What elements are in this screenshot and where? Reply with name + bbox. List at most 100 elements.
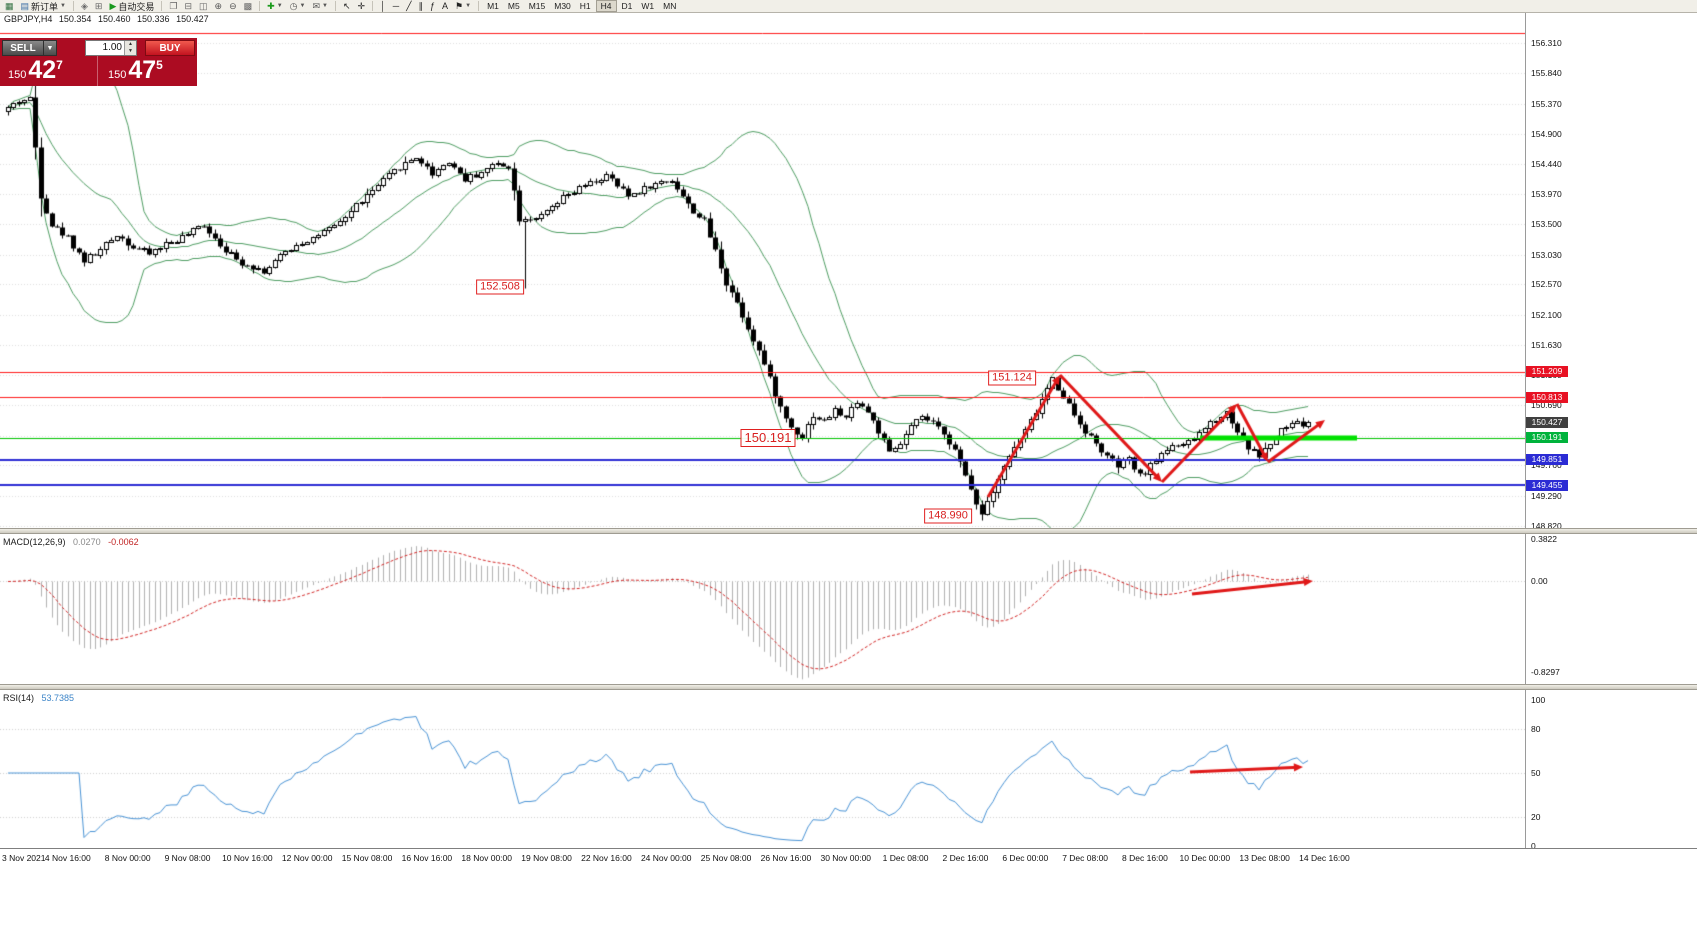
mailbox-caret[interactable]: ▼: [322, 3, 328, 9]
timeframe-m5-button[interactable]: M5: [507, 1, 520, 11]
time-axis[interactable]: 3 Nov 2021 4 Nov 16:00 8 Nov 00:00 9 Nov 08…: [0, 848, 1697, 868]
price-tick-label: 155.370: [1531, 98, 1562, 109]
time-tick-label: 14 Dec 16:00: [1299, 853, 1350, 863]
vertical-line-button[interactable]: │: [377, 0, 389, 12]
order-type-dropdown[interactable]: ▼: [44, 39, 57, 56]
metaeditor-icon: ◈: [81, 0, 88, 11]
price-callout[interactable]: 148.990: [924, 508, 972, 524]
splitter-chart-macd[interactable]: [0, 528, 1697, 534]
time-tick-label: 26 Nov 16:00: [760, 853, 812, 863]
price-badge: 150.813: [1526, 391, 1568, 403]
toolbar-separator: [161, 1, 163, 11]
mailbox-button[interactable]: ✉ ▼: [309, 0, 331, 12]
macd-scale-label: -0.8297: [1531, 667, 1560, 678]
symbol-period: GBPJPY,H4: [4, 14, 53, 24]
macd-label: MACD(12,26,9) 0.0270 -0.0062: [3, 537, 139, 547]
main-chart-canvas[interactable]: [0, 12, 1525, 528]
new-chart-button[interactable]: ▦: [2, 0, 17, 12]
price-badge: 149.455: [1526, 479, 1568, 491]
timeframe-d1-button[interactable]: D1: [621, 1, 633, 11]
horizontal-line-button[interactable]: ─: [390, 0, 402, 12]
time-tick-label: 19 Nov 08:00: [521, 853, 572, 863]
cursor-button[interactable]: ↖: [340, 0, 354, 12]
macd-main-value: 0.0270: [73, 537, 101, 547]
crosshair-icon: ✛: [357, 0, 366, 11]
rsi-name: RSI(14): [3, 693, 35, 703]
time-tick-label: 2 Dec 16:00: [942, 853, 989, 863]
timeframe-m30-button[interactable]: M30: [554, 1, 571, 11]
add-indicator-button[interactable]: ✚ ▼: [264, 0, 286, 12]
time-tick-label: 4 Nov 16:00: [44, 853, 91, 863]
arrows-tool-icon: ⚑: [455, 0, 464, 11]
tile-windows-horizontally-button[interactable]: ⊟: [181, 0, 195, 12]
price-callout[interactable]: 152.508: [476, 279, 524, 295]
metaeditor-button[interactable]: ◈: [78, 0, 91, 12]
buy-button[interactable]: BUY: [145, 39, 195, 56]
timeframe-mn-button[interactable]: MN: [663, 1, 677, 11]
time-tick-label: 25 Nov 08:00: [700, 853, 752, 863]
rsi-scale-label: 50: [1531, 768, 1541, 778]
price-tick-label: 149.290: [1531, 490, 1562, 501]
timeframe-m1-button[interactable]: M1: [487, 1, 499, 11]
sell-price-display[interactable]: 150 42 7: [0, 56, 97, 86]
tile-windows-vertically-button[interactable]: ◫: [196, 0, 211, 12]
time-tick-label: 22 Nov 16:00: [581, 853, 632, 863]
timeframe-h1-button[interactable]: H1: [579, 1, 591, 11]
crosshair-button[interactable]: ✛: [355, 0, 369, 12]
trendline-icon: ╱: [406, 0, 412, 11]
zoom-out-icon: ⊖: [229, 0, 237, 11]
volume-stepper: ▲ ▼: [124, 40, 136, 55]
text-label-button[interactable]: A: [439, 0, 451, 12]
zoom-out-button[interactable]: ⊖: [226, 0, 240, 12]
zoom-in-button[interactable]: ⊕: [212, 0, 226, 12]
new-order-button[interactable]: ▤ 新订单 ▼: [18, 0, 69, 12]
time-tick-label: 7 Dec 08:00: [1062, 853, 1109, 863]
cascade-windows-button[interactable]: ❐: [166, 0, 180, 12]
macd-signal-value: -0.0062: [108, 537, 139, 547]
timeframe-m15-button[interactable]: M15: [528, 1, 546, 11]
vertical-line-icon: │: [380, 0, 386, 11]
timeframe-h4-button[interactable]: H4: [595, 0, 617, 12]
macd-scale-label: 0.00: [1531, 576, 1548, 586]
sell-price-sup: 7: [56, 58, 63, 72]
price-callout[interactable]: 151.124: [988, 370, 1036, 386]
market-watch-icon: ⊞: [94, 0, 103, 11]
price-callout[interactable]: 150.191: [740, 429, 796, 447]
new-chart-icon: ▦: [5, 0, 14, 11]
rsi-scale-label: 100: [1531, 695, 1546, 705]
price-tick-label: 154.440: [1531, 158, 1562, 169]
equidistant-channel-button[interactable]: ∥: [416, 0, 427, 12]
tile-windows-button[interactable]: ▩: [241, 0, 256, 12]
time-tick-label: 18 Nov 00:00: [461, 853, 513, 863]
buy-price-prefix: 150: [108, 69, 127, 81]
market-watch-button[interactable]: ⊞: [92, 0, 106, 12]
fibonacci-retracement-button[interactable]: ƒ: [427, 0, 438, 12]
timeframe-w1-button[interactable]: W1: [641, 1, 655, 11]
toolbar-separator: [334, 1, 336, 11]
price-tick-label: 153.030: [1531, 249, 1562, 260]
price-tick-label: 149.760: [1531, 460, 1562, 471]
add-indicator-caret[interactable]: ▼: [276, 3, 283, 9]
tile-windows-vertically-icon: ◫: [199, 0, 208, 11]
volume-down-icon[interactable]: ▼: [125, 47, 136, 55]
toolbar: ▦ ▤ 新订单 ▼ ◈ ⊞ ▶ 自动交易 ❐ ⊟ ◫ ⊕ ⊖ ▩ ✚ ▼ ◷ ▼ ✉ ▼ ↖ ✛ │ ─ ╱ ∥ ƒ A ⚑ ▼ M1 M5 M…: [0, 0, 1697, 13]
price-badge: 150.191: [1526, 432, 1568, 444]
auto-trading-button[interactable]: ▶ 自动交易: [106, 0, 157, 12]
rsi-chart-canvas[interactable]: [0, 690, 1525, 848]
auto-trading-icon: ▶: [109, 0, 117, 11]
splitter-macd-rsi[interactable]: [0, 684, 1697, 690]
sell-button[interactable]: SELL: [2, 39, 44, 56]
new-order-caret[interactable]: ▼: [60, 3, 66, 9]
arrows-tool-button[interactable]: ⚑ ▼: [452, 0, 474, 12]
trendline-button[interactable]: ╱: [403, 0, 414, 12]
volume-up-icon[interactable]: ▲: [125, 40, 136, 48]
price-axis[interactable]: 156.310 155.840 155.370 154.900 154.440 153.9…: [1525, 12, 1697, 851]
periods-button[interactable]: ◷ ▼: [287, 0, 309, 12]
periods-icon: ◷: [289, 0, 298, 11]
arrows-tool-caret[interactable]: ▼: [465, 3, 472, 9]
macd-chart-canvas[interactable]: [0, 534, 1525, 684]
periods-caret[interactable]: ▼: [299, 3, 306, 9]
volume-input[interactable]: [86, 40, 124, 55]
buy-price-display[interactable]: 150 47 5: [97, 56, 197, 86]
